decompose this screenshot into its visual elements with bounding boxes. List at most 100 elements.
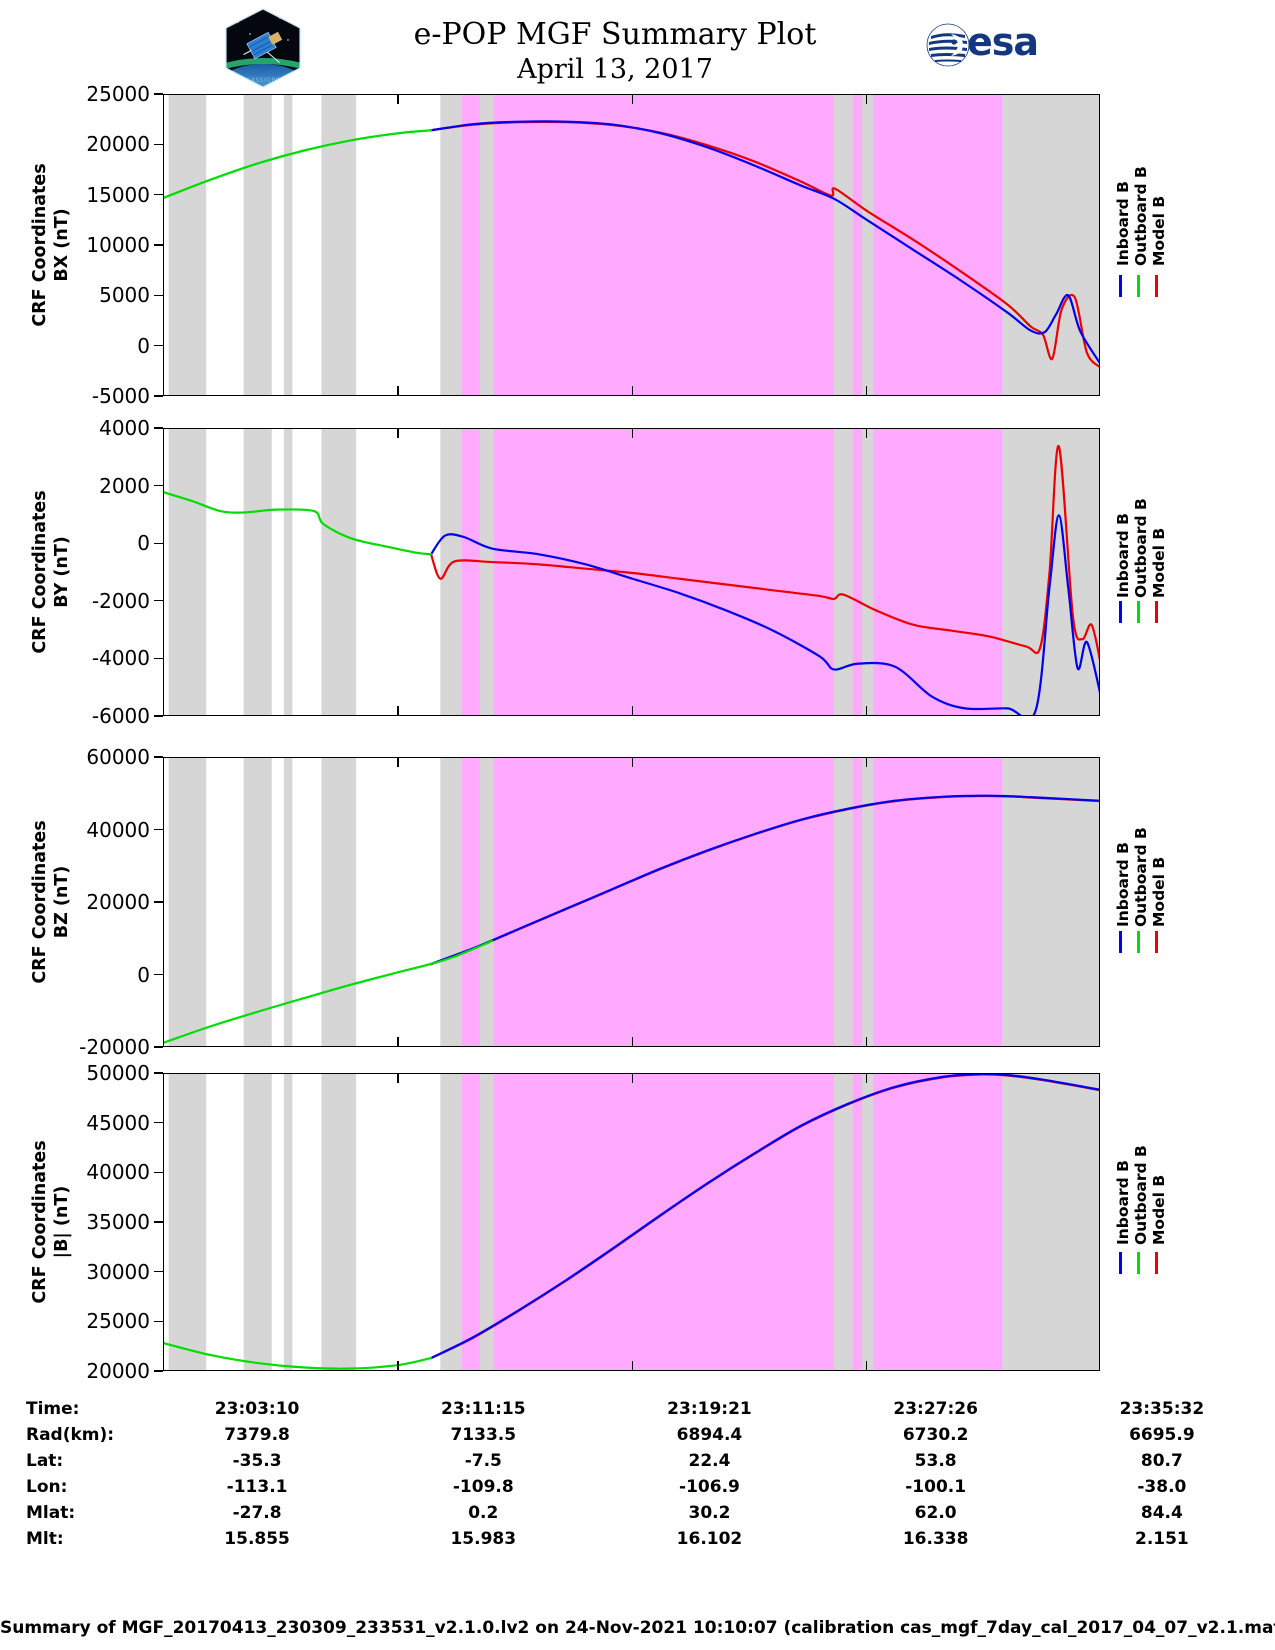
table-cell: -109.8	[452, 1477, 514, 1497]
legend-swatch-outboard-b	[1137, 930, 1140, 953]
gray-shaded-region	[479, 95, 494, 395]
x-tick-mark	[397, 1361, 399, 1371]
legend-label-inboard-b: Inboard B	[1114, 842, 1132, 928]
x-tick-mark	[631, 94, 633, 104]
legend-swatch-inboard-b	[1119, 930, 1122, 953]
y-tick-mark	[154, 294, 163, 297]
y-tick-label: 0	[137, 962, 150, 987]
magenta-shaded-region	[440, 95, 1003, 395]
series-line-inboard-b	[429, 1074, 1099, 1360]
y-tick-mark	[154, 1320, 163, 1323]
x-tick-mark	[397, 706, 399, 716]
x-tick-mark	[865, 757, 868, 767]
table-cell: 7133.5	[450, 1425, 517, 1445]
y-tick-mark	[154, 143, 163, 146]
table-cell: 23:27:26	[893, 1399, 978, 1419]
table-cell: 7379.8	[224, 1425, 290, 1445]
cassiope-mission-logo-icon: CASSIOPE	[220, 6, 306, 90]
gray-shaded-region	[833, 429, 853, 715]
y-tick-label: 20000	[86, 1359, 150, 1383]
legend-swatch-model-b	[1155, 1251, 1158, 1274]
table-cell: 23:03:10	[214, 1399, 300, 1419]
page-header: CASSIOPE e-POP MGF Summary Plot April 13…	[0, 0, 1275, 92]
y-tick-mark	[154, 93, 163, 95]
table-cell: 15.983	[450, 1529, 517, 1549]
series-line-outboard-b	[164, 939, 494, 1044]
y-tick-mark	[154, 344, 163, 347]
gray-shaded-region	[168, 758, 207, 1046]
legend-swatch-inboard-b	[1119, 600, 1122, 623]
magenta-shaded-region	[440, 429, 1003, 715]
table-cell: 80.7	[1140, 1451, 1183, 1471]
gray-shaded-region	[321, 758, 357, 1046]
series-line-inboard-b	[429, 120, 1099, 364]
legend-label-outboard-b: Outboard B	[1132, 827, 1150, 928]
y-tick-label: -4000	[91, 646, 150, 671]
table-row: Lat: -35.3 -7.5 22.4 53.8 80.7	[0, 1448, 1275, 1474]
gray-shaded-region	[168, 429, 207, 715]
y-tick-mark	[154, 1221, 163, 1223]
legend-bmag: Inboard B Outboard B Model B	[1110, 1127, 1190, 1274]
y-tick-mark	[154, 1046, 163, 1048]
y-axis-label-by: CRF Coordinates	[30, 490, 50, 654]
gray-shaded-region	[479, 758, 494, 1046]
legend-swatch-outboard-b	[1137, 275, 1140, 298]
y-axis-label-bmag: CRF Coordinates	[30, 1140, 50, 1304]
gray-shaded-region	[440, 429, 462, 715]
y-tick-label: 25000	[86, 82, 150, 106]
y-tick-label: 2000	[99, 473, 150, 498]
table-row: Mlat: -27.8 0.2 30.2 62.0 84.4	[0, 1500, 1275, 1526]
gray-shaded-region	[283, 758, 293, 1046]
gray-shaded-region	[862, 1074, 874, 1370]
esa-wordmark: esa	[967, 20, 1039, 64]
legend-swatch-outboard-b	[1137, 600, 1140, 623]
legend-label-outboard-b: Outboard B	[1132, 1144, 1150, 1245]
y-tick-label: -5000	[91, 384, 150, 408]
y-tick-label: 35000	[86, 1210, 150, 1234]
y-tick-mark	[154, 484, 163, 487]
y-tick-mark	[154, 1270, 163, 1273]
y-tick-mark	[154, 1370, 163, 1372]
legend-label-model-b: Model B	[1150, 196, 1168, 267]
table-cell: 62.0	[914, 1503, 957, 1523]
gray-shaded-region	[833, 1074, 853, 1370]
x-tick-mark	[865, 706, 868, 716]
legend-label-outboard-b: Outboard B	[1132, 166, 1150, 267]
legend-label-inboard-b: Inboard B	[1114, 1159, 1132, 1245]
legend-swatch-outboard-b	[1137, 1251, 1140, 1274]
x-tick-mark	[397, 386, 399, 396]
table-cell: 23:35:32	[1119, 1399, 1205, 1419]
y-tick-mark	[154, 600, 163, 602]
x-tick-mark	[631, 386, 633, 396]
gray-shaded-region	[1002, 1074, 1099, 1370]
legend-label-outboard-b: Outboard B	[1132, 498, 1150, 598]
gray-shaded-region	[168, 1074, 207, 1370]
table-cell: 6730.2	[902, 1425, 969, 1445]
x-tick-mark	[865, 428, 868, 438]
y-tick-label: 4000	[99, 416, 150, 440]
y-tick-mark	[154, 1121, 163, 1124]
gray-shaded-region	[479, 429, 494, 715]
y-tick-mark	[154, 828, 163, 831]
x-tick-mark	[865, 94, 868, 104]
y-tick-mark	[154, 973, 163, 976]
gray-shaded-region	[243, 95, 272, 395]
gray-shaded-region	[243, 1074, 272, 1370]
series-line-outboard-b	[164, 129, 433, 199]
title-line-1: e-POP MGF Summary Plot	[413, 17, 817, 52]
series-line-inboard-b	[429, 794, 1099, 965]
legend-swatches	[1112, 930, 1176, 953]
y-tick-mark	[154, 1072, 163, 1074]
legend-swatch-model-b	[1155, 600, 1158, 623]
table-cell: 15.855	[224, 1529, 290, 1549]
y-tick-label: 40000	[86, 1160, 150, 1185]
x-tick-mark	[631, 706, 633, 716]
plot-area-by	[163, 428, 1100, 716]
series-line-outboard-b	[164, 491, 433, 556]
y-tick-mark	[154, 244, 163, 246]
series-canvas	[164, 95, 1099, 395]
gray-shaded-region	[862, 758, 874, 1046]
series-canvas	[164, 429, 1099, 715]
x-tick-mark	[865, 1073, 868, 1083]
table-cell: 23:11:15	[440, 1399, 526, 1419]
